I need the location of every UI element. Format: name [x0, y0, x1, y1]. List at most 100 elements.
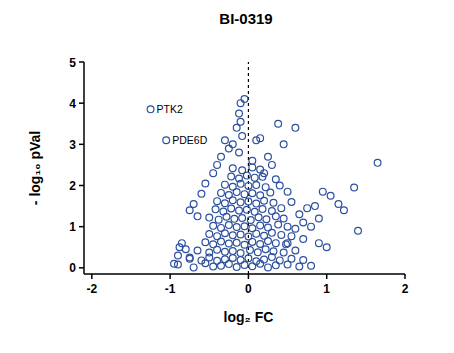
point — [261, 256, 268, 263]
point — [190, 201, 197, 208]
point — [319, 188, 326, 195]
point — [249, 190, 256, 197]
point — [236, 207, 243, 214]
point — [269, 208, 276, 215]
point — [275, 120, 282, 127]
x-tick — [326, 274, 328, 279]
point — [237, 118, 244, 125]
y-tick-label: 4 — [69, 97, 76, 111]
y-tick — [79, 102, 84, 104]
point — [312, 203, 319, 210]
point — [206, 214, 213, 221]
point — [237, 100, 244, 107]
y-tick — [79, 267, 84, 269]
point — [190, 264, 197, 271]
x-tick — [404, 274, 406, 279]
point — [233, 264, 240, 271]
point — [225, 192, 232, 199]
point — [270, 248, 277, 255]
x-tick-label: 0 — [245, 282, 252, 296]
point — [182, 246, 189, 253]
point — [249, 164, 256, 171]
chart: BI-0319012345-2-1012log₂ FC- log₁₀ pValP… — [0, 0, 454, 353]
point — [229, 248, 236, 255]
point — [237, 257, 244, 264]
point — [280, 141, 287, 148]
point — [225, 240, 232, 247]
y-tick-label: 1 — [69, 220, 76, 234]
point — [243, 206, 250, 213]
point — [239, 133, 246, 140]
point — [214, 198, 221, 205]
point — [300, 257, 307, 264]
point — [229, 183, 236, 190]
point — [212, 206, 219, 213]
x-tick — [248, 274, 250, 279]
point — [249, 157, 256, 164]
x-axis — [84, 273, 405, 275]
point — [249, 225, 256, 232]
point — [253, 258, 260, 265]
point — [241, 241, 248, 248]
point — [315, 240, 322, 247]
point — [214, 233, 221, 240]
point — [262, 246, 269, 253]
y-tick — [79, 185, 84, 187]
point — [202, 180, 209, 187]
point — [245, 183, 252, 190]
point — [228, 205, 235, 212]
point — [259, 206, 266, 213]
point — [278, 205, 285, 212]
point — [245, 233, 252, 240]
point — [206, 249, 213, 256]
point — [374, 159, 381, 166]
y-tick-label: 3 — [69, 138, 76, 152]
point — [251, 174, 258, 181]
point — [315, 215, 322, 222]
point — [247, 247, 254, 254]
y-axis — [83, 62, 85, 274]
point — [288, 255, 295, 262]
point — [276, 257, 283, 264]
point — [147, 106, 154, 113]
point — [229, 165, 236, 172]
point — [241, 96, 248, 103]
point — [222, 200, 229, 207]
point — [304, 205, 311, 212]
point — [225, 222, 232, 229]
point — [236, 149, 243, 156]
point — [292, 247, 299, 254]
point — [239, 167, 246, 174]
y-tick-label: 5 — [69, 56, 76, 70]
point — [351, 184, 358, 191]
point — [253, 182, 260, 189]
point — [245, 198, 252, 205]
point — [198, 190, 205, 197]
point — [241, 223, 248, 230]
point — [292, 124, 299, 131]
title: BI-0319 — [219, 10, 272, 27]
point — [210, 222, 217, 229]
point — [186, 207, 193, 214]
point — [262, 184, 269, 191]
y-tick — [79, 61, 84, 63]
point — [233, 224, 240, 231]
point — [214, 257, 221, 264]
point — [163, 137, 170, 144]
point — [272, 240, 279, 247]
y-axis-label: - log₁₀ pVal — [27, 131, 43, 205]
x-tick — [169, 274, 171, 279]
point — [229, 232, 236, 239]
x-tick-label: -2 — [86, 282, 97, 296]
point — [265, 264, 272, 271]
point — [278, 231, 285, 238]
point — [231, 215, 238, 222]
point — [210, 241, 217, 248]
point — [265, 224, 272, 231]
point — [222, 181, 229, 188]
point — [222, 137, 229, 144]
x-tick — [91, 274, 93, 279]
point — [283, 241, 290, 248]
point — [275, 221, 282, 228]
point — [263, 216, 270, 223]
